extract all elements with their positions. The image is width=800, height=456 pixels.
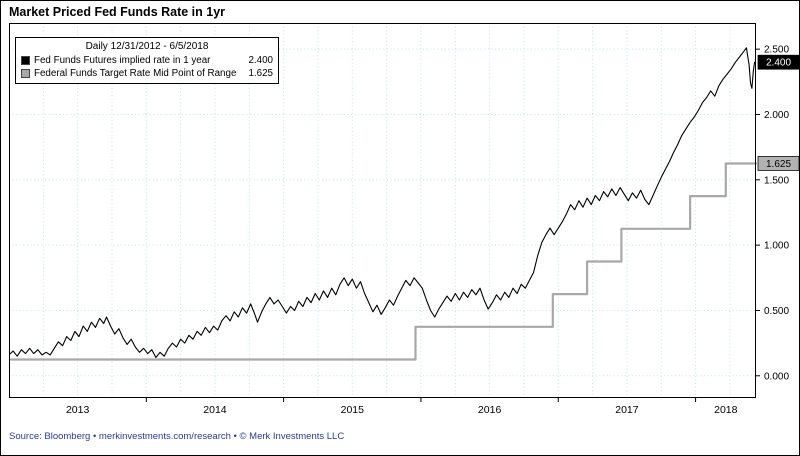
y-axis-tick-label: 0.500 bbox=[764, 306, 789, 317]
futures-series-swatch-icon bbox=[21, 56, 30, 65]
source-note: Source: Bloomberg • merkinvestments.com/… bbox=[9, 431, 345, 442]
x-axis-tick-label: 2016 bbox=[478, 404, 502, 416]
chart-title: Market Priced Fed Funds Rate in 1yr bbox=[9, 5, 226, 19]
legend-item-value: 1.625 bbox=[248, 68, 273, 79]
legend-title: Daily 12/31/2012 - 6/5/2018 bbox=[85, 41, 209, 52]
chart-svg: 2013 2014 2015 2016 2017 2018 0.000 0.500 1.000 1… bbox=[7, 23, 799, 416]
x-axis-tick-label: 2018 bbox=[714, 404, 738, 416]
legend-item-label: Federal Funds Target Rate Mid Point of R… bbox=[34, 68, 237, 79]
futures-implied-rate-series bbox=[8, 47, 756, 359]
legend-item-value: 2.400 bbox=[248, 55, 273, 66]
last-value-tag: 2.400 bbox=[757, 54, 799, 70]
y-axis-tick-label: 1.500 bbox=[764, 175, 789, 186]
x-axis-tick-label: 2017 bbox=[615, 404, 639, 416]
y-axis-tick-label: 1.000 bbox=[764, 241, 789, 252]
last-value-tag: 1.625 bbox=[757, 156, 799, 171]
grid bbox=[9, 23, 756, 398]
plot-border bbox=[9, 23, 756, 398]
target-rate-series-swatch-icon bbox=[21, 69, 30, 78]
y-axis: 0.000 0.500 1.000 1.500 2.000 2.500 bbox=[756, 45, 789, 382]
y-axis-tick-label: 0.000 bbox=[764, 371, 789, 382]
x-axis-tick-label: 2014 bbox=[203, 404, 227, 416]
x-axis-tick-label: 2013 bbox=[66, 404, 90, 416]
plot-area: 2013 2014 2015 2016 2017 2018 0.000 0.500 1.000 1… bbox=[7, 23, 799, 424]
legend-item-label: Fed Funds Futures implied rate in 1 year bbox=[34, 55, 211, 66]
x-axis-tick-label: 2015 bbox=[341, 404, 365, 416]
svg-text:2.400: 2.400 bbox=[766, 58, 791, 69]
target-rate-midpoint-series bbox=[7, 162, 758, 361]
y-axis-tick-label: 2.500 bbox=[764, 45, 789, 56]
svg-text:1.625: 1.625 bbox=[766, 159, 791, 170]
legend-box: Daily 12/31/2012 - 6/5/2018 Fed Funds Fu… bbox=[15, 37, 279, 84]
x-axis: 2013 2014 2015 2016 2017 2018 bbox=[66, 398, 738, 416]
y-axis-tick-label: 2.000 bbox=[764, 110, 789, 121]
legend-item-target-rate: Federal Funds Target Rate Mid Point of R… bbox=[21, 67, 273, 80]
legend-item-futures: Fed Funds Futures implied rate in 1 year… bbox=[21, 54, 273, 67]
